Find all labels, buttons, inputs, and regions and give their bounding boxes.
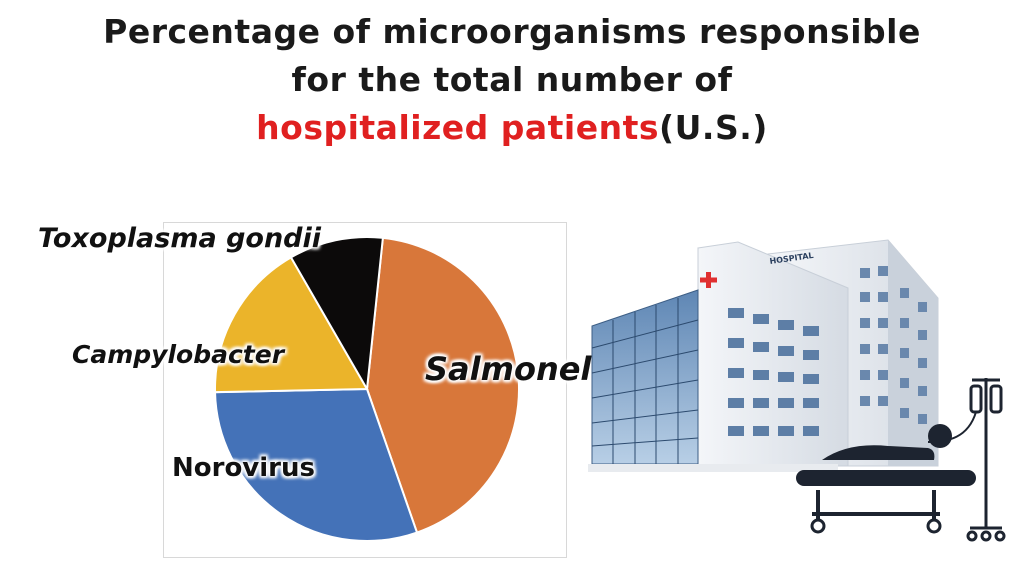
label-campylobacter: Campylobacter xyxy=(72,340,285,369)
pie-slice-toxoplasma-gondii xyxy=(289,236,384,393)
hospital-illustration: HOSPITAL xyxy=(588,239,1006,542)
label-toxoplasma: Toxoplasma gondii xyxy=(38,223,322,254)
title-line-1: Percentage of microorganisms responsible xyxy=(103,12,921,51)
title-line-3: hospitalized patients(U.S.) xyxy=(0,104,1024,152)
title-highlight: hospitalized patients xyxy=(256,108,660,147)
pie-slice-norovirus xyxy=(214,387,419,542)
label-norovirus: Norovirus xyxy=(172,453,315,483)
label-salmonella: Salmonella xyxy=(425,350,624,388)
pie-chart xyxy=(214,236,520,542)
pie-slice-campylobacter xyxy=(214,255,369,394)
chart-title: Percentage of microorganisms responsible… xyxy=(0,8,1024,152)
pie-slice-salmonella xyxy=(365,236,520,534)
title-suffix: (U.S.) xyxy=(659,108,768,147)
pie-chart-frame xyxy=(163,222,567,558)
title-line-2: for the total number of xyxy=(291,60,733,99)
hospital-bed-patient-icon xyxy=(796,424,976,534)
iv-drip-stand-icon xyxy=(927,378,1006,542)
hospital-building-icon: HOSPITAL xyxy=(588,239,939,472)
